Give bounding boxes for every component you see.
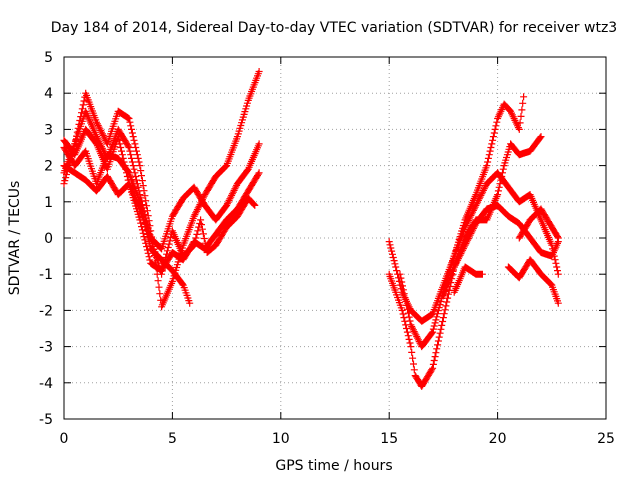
marker-trail-track-11 — [504, 256, 562, 307]
x-tick-label: 25 — [597, 431, 615, 447]
marker-trail-track-9 — [439, 201, 562, 300]
y-tick-label: 4 — [44, 86, 53, 102]
axis-ticks: 0 5 10 15 20 25 -5 -4 -3 -2 -1 0 1 2 3 4 5 — [39, 50, 615, 447]
series-track-2 — [60, 144, 194, 307]
y-axis-label: SDTVAR / TECUs — [7, 181, 23, 296]
y-tick-label: 1 — [44, 195, 53, 211]
series-track-5 — [60, 107, 259, 278]
x-tick-label: 15 — [380, 431, 398, 447]
x-tick-label: 10 — [272, 431, 290, 447]
x-tick-label: 20 — [489, 431, 507, 447]
y-tick-label: -3 — [39, 340, 53, 356]
series-track-11 — [504, 256, 562, 307]
marker-trail-track-8 — [396, 169, 562, 351]
marker-trail-track-10 — [450, 263, 486, 296]
y-tick-label: 3 — [44, 122, 53, 138]
x-tick-label: 0 — [60, 431, 69, 447]
y-tick-label: 5 — [44, 50, 53, 66]
x-tick-label: 5 — [168, 431, 177, 447]
y-tick-label: 2 — [44, 159, 53, 175]
data-points — [60, 68, 562, 390]
series-track-8 — [396, 169, 562, 351]
y-tick-label: -4 — [39, 376, 53, 392]
marker-trail-track-7 — [385, 133, 545, 390]
marker-trail-track-12 — [515, 205, 562, 242]
y-tick-label: 0 — [44, 231, 53, 247]
series-track-9 — [439, 201, 562, 300]
series-track-10 — [450, 263, 486, 296]
series-track-7 — [385, 133, 545, 390]
y-tick-label: -2 — [39, 303, 53, 319]
series-track-12 — [515, 205, 562, 242]
marker-trail-track-5 — [60, 107, 259, 278]
chart-title: Day 184 of 2014, Sidereal Day-to-day VTE… — [51, 20, 617, 36]
y-tick-label: -5 — [39, 412, 53, 428]
y-tick-label: -1 — [39, 267, 53, 283]
marker-trail-track-2 — [60, 144, 194, 307]
x-axis-label: GPS time / hours — [275, 458, 392, 474]
